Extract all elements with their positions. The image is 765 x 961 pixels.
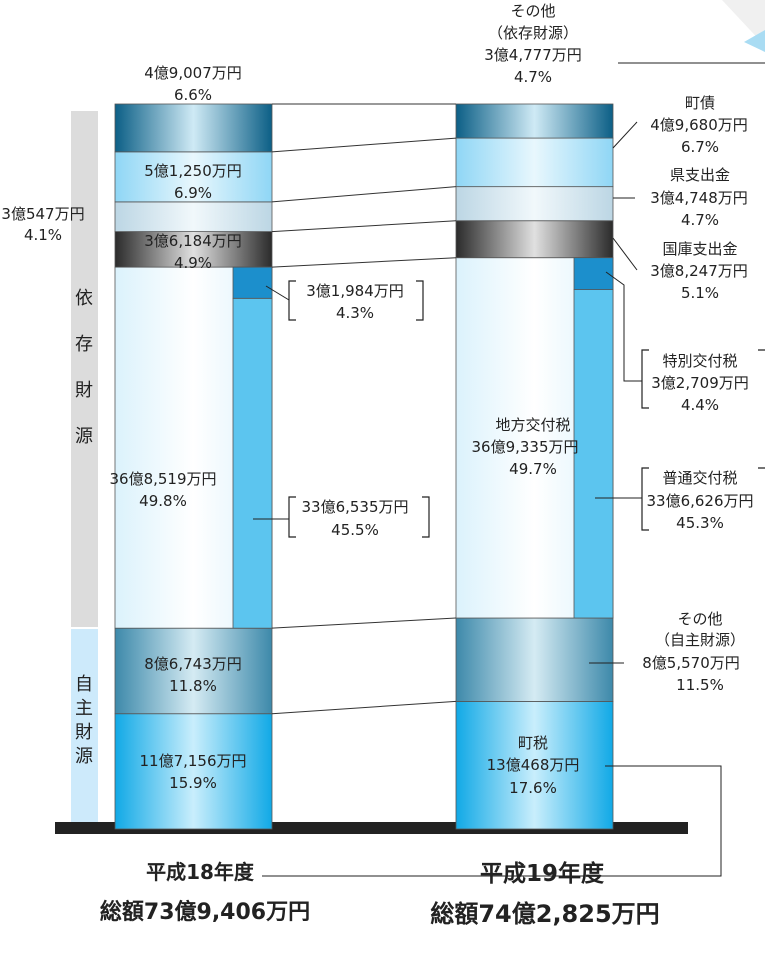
fy18-machizei-pct: 15.9%: [169, 774, 217, 792]
fy18-chosai-amount: 5億1,250万円: [144, 162, 242, 180]
bar-0-kokko: [114, 231, 273, 268]
own-label-2: 財: [75, 722, 93, 743]
connector-kokko: [271, 220, 457, 233]
corner-shape: [722, 0, 765, 46]
fy18-chiho-amount: 36億8,519万円: [109, 470, 216, 488]
fy18-total: 総額73億9,406万円: [99, 900, 311, 925]
fy19-other-dep-amount: 3億4,777万円: [484, 46, 582, 64]
fy18-chiho-pct: 49.8%: [139, 492, 187, 510]
fy19-other-dep-label-0: その他: [510, 2, 555, 20]
fy19-tokubetsu-leader: [605, 271, 642, 382]
fy18-ken-amount: 3億547万円: [1, 205, 84, 223]
fy18-other-dep-amount: 4億9,007万円: [144, 64, 242, 82]
dependent-label-3: 源: [75, 426, 93, 447]
fy18-title: 平成18年度: [146, 860, 254, 884]
corner-accent: [744, 30, 765, 52]
bar-0-other_dep: [114, 103, 273, 153]
fy19-machizei-leader: [262, 765, 722, 877]
fy19-chosai-leader: [612, 121, 638, 149]
fy19-ken-label: 県支出金: [670, 166, 730, 184]
fy19-chosai-label: 町債: [685, 94, 715, 112]
fy19-other-own-amount: 8億5,570万円: [642, 654, 740, 672]
bar-1-futsu: [573, 289, 614, 619]
dependent-band: [71, 111, 98, 627]
fy18-machizei-amount: 11億7,156万円: [139, 752, 246, 770]
fy19-futsu-bracket: [641, 467, 765, 531]
bar-1-ken: [455, 186, 614, 222]
bar-1-tokubetsu: [573, 257, 614, 291]
fy18-futsu-pct: 45.5%: [331, 521, 379, 539]
bar-0-machizei: [114, 713, 273, 830]
bar-0-tokubetsu: [232, 266, 273, 299]
own-label-1: 主: [75, 698, 93, 719]
fy19-chiho-label: 地方交付税: [495, 416, 570, 434]
own-label-0: 自: [75, 674, 93, 695]
connector-chiho: [271, 257, 457, 268]
bar-1-machizei: [455, 701, 614, 830]
fy18-chosai-pct: 6.9%: [174, 184, 212, 202]
fy19-kokko-leader: [612, 237, 638, 271]
dependent-label-1: 存: [75, 334, 93, 355]
fy18-other-own-pct: 11.8%: [169, 677, 217, 695]
fy18-futsu-amount: 33億6,535万円: [301, 498, 408, 516]
fy19-futsu-pct: 45.3%: [676, 514, 724, 532]
fy19-machizei-amount: 13億468万円: [487, 756, 580, 774]
fy19-tokubetsu-amount: 3億2,709万円: [651, 374, 749, 392]
fy19-chosai-pct: 6.7%: [681, 138, 719, 156]
connector-machizei: [271, 700, 457, 715]
fy19-chosai-amount: 4億9,680万円: [650, 116, 748, 134]
fy19-tokubetsu-label: 特別交付税: [662, 352, 737, 370]
fy19-machizei-pct: 17.6%: [509, 779, 557, 797]
fy19-futsu-amount: 33億6,626万円: [646, 492, 753, 510]
fy19-machizei-label: 町税: [518, 734, 548, 752]
bar-0-futsu: [232, 297, 273, 629]
bar-0-other_own: [114, 627, 273, 715]
fy18-tokubetsu-pct: 4.3%: [336, 304, 374, 322]
fy18-tokubetsu-amount: 3億1,984万円: [306, 282, 404, 300]
fy19-kokko-label: 国庫支出金: [662, 240, 737, 258]
bar-1-other_own: [455, 617, 614, 702]
bar-1-kokko: [455, 220, 614, 259]
fy18-ken-pct: 4.1%: [24, 226, 62, 244]
fy19-futsu-label: 普通交付税: [662, 469, 737, 487]
own-label-3: 源: [75, 746, 93, 767]
fy18-kokko-amount: 3億6,184万円: [144, 232, 242, 250]
fy19-kokko-amount: 3億8,247万円: [650, 262, 748, 280]
fy19-tokubetsu-pct: 4.4%: [681, 396, 719, 414]
bar-1-chosai: [455, 137, 614, 188]
connector-other_own: [271, 617, 457, 629]
fy18-other-dep-pct: 6.6%: [174, 86, 212, 104]
connector-ken: [271, 186, 457, 203]
dependent-label-0: 依: [75, 288, 93, 309]
own-band: [71, 629, 98, 830]
fy19-ken-amount: 3億4,748万円: [650, 189, 748, 207]
fy19-title: 平成19年度: [479, 861, 604, 887]
fy18-tokubetsu-leader: [265, 285, 290, 301]
fy19-total: 総額74億2,825万円: [430, 900, 660, 928]
dependent-label-2: 財: [75, 380, 93, 401]
bar-0-chosai: [114, 151, 273, 203]
fy19-other-own-pct: 11.5%: [676, 676, 724, 694]
bar-0-ken: [114, 201, 273, 233]
fy18-kokko-pct: 4.9%: [174, 254, 212, 272]
fy18-futsu-bracket: [288, 496, 430, 538]
bar-1-other_dep: [455, 103, 614, 139]
fy19-chiho-pct: 49.7%: [509, 460, 557, 478]
fy19-other-own-label-0: その他: [677, 610, 722, 628]
fy19-other-dep-label-1: （依存財源）: [488, 24, 578, 42]
fy19-ken-pct: 4.7%: [681, 211, 719, 229]
fy19-tokubetsu-bracket: [641, 349, 765, 409]
fy19-other-dep-pct: 4.7%: [514, 68, 552, 86]
fy19-chiho-amount: 36億9,335万円: [471, 438, 578, 456]
fy19-other-own-label-1: （自主財源）: [655, 631, 745, 649]
fy19-kokko-pct: 5.1%: [681, 284, 719, 302]
fy18-tokubetsu-bracket: [288, 280, 424, 321]
connector-chosai: [271, 137, 457, 153]
fy18-other-own-amount: 8億6,743万円: [144, 655, 242, 673]
